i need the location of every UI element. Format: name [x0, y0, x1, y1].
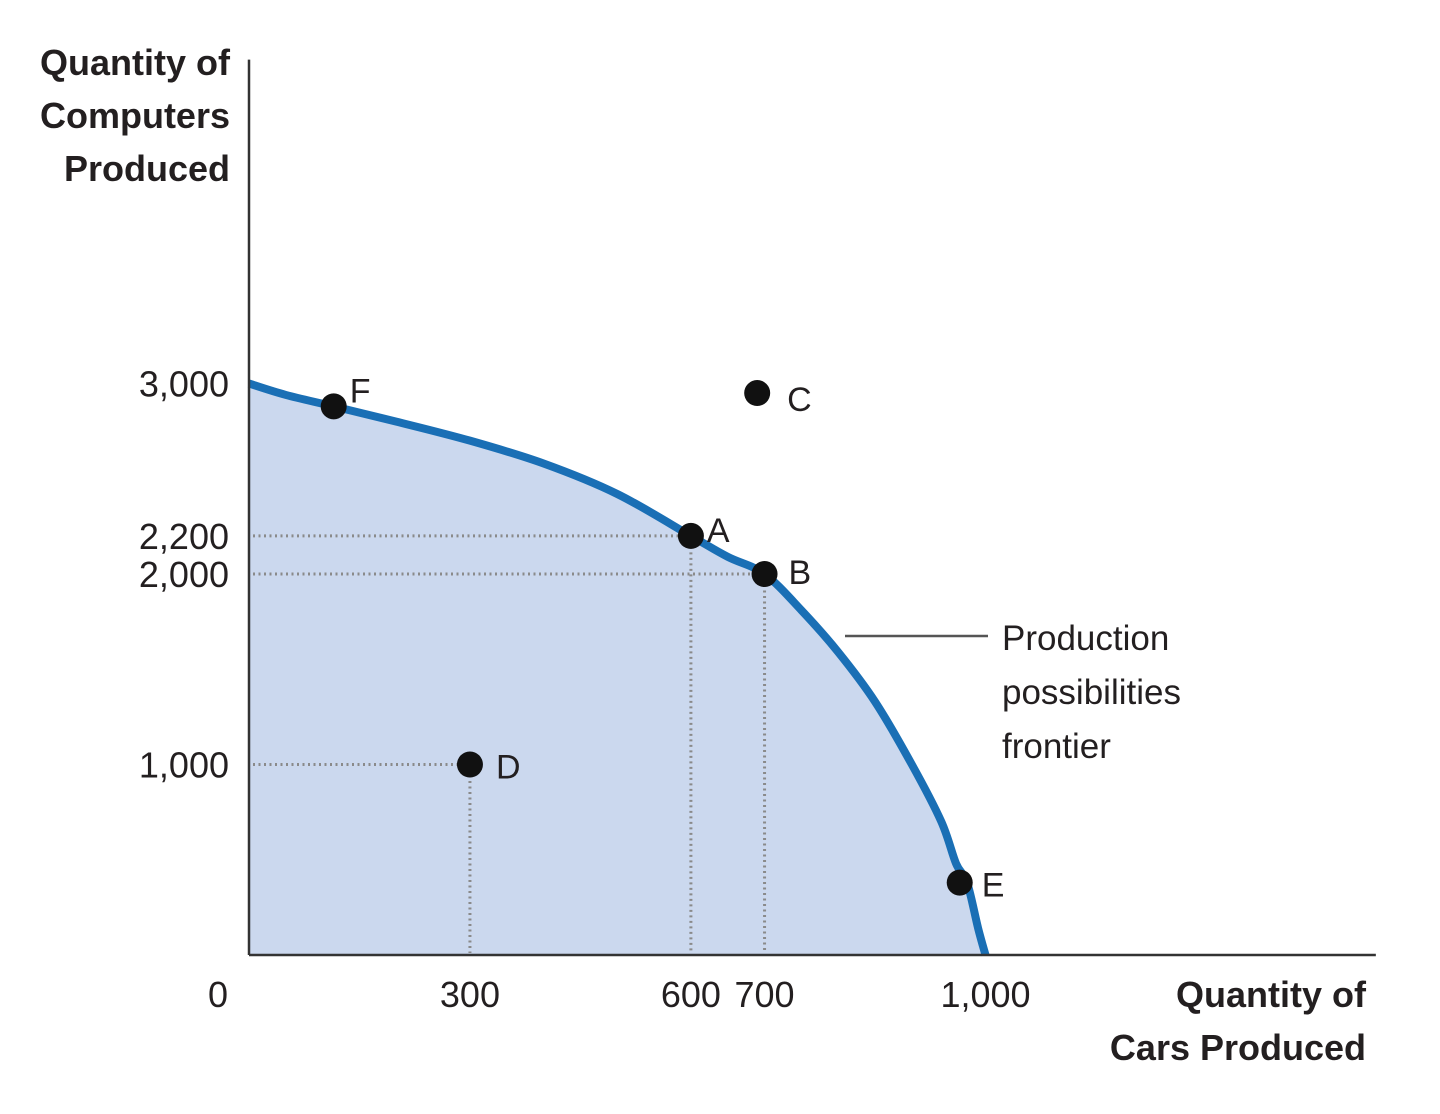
- data-points: A B C D E F: [320, 372, 1005, 905]
- point-label-B: B: [789, 554, 812, 592]
- point-label-F: F: [350, 372, 371, 410]
- point-B: [751, 561, 778, 587]
- y-tick-label: 3,000: [139, 364, 229, 405]
- point-F: [320, 393, 347, 420]
- frontier-annotation: Production possibilities frontier: [1002, 619, 1181, 766]
- dotted-guide-lines: [253, 534, 767, 953]
- y-tick-label: 2,000: [139, 554, 229, 595]
- x-tick-label: 700: [735, 974, 795, 1015]
- feasible-region-area: [249, 383, 986, 955]
- x-tick-label: 300: [440, 974, 500, 1015]
- point-E: [946, 869, 973, 896]
- point-label-C: C: [787, 381, 812, 419]
- y-tick-label: 1,000: [139, 745, 229, 786]
- x-tick-label: 600: [661, 974, 721, 1015]
- x-axis-title: Quantity of Cars Produced: [1109, 974, 1366, 1068]
- point-label-D: D: [496, 749, 521, 787]
- y-axis-title: Quantity of Computers Produced: [39, 42, 230, 189]
- point-label-A: A: [707, 512, 730, 550]
- point-D: [456, 751, 483, 778]
- y-tick-label: 2,200: [139, 516, 229, 557]
- point-C: [744, 380, 771, 407]
- origin-label: 0: [208, 974, 228, 1015]
- point-label-E: E: [982, 867, 1005, 905]
- x-tick-label: 1,000: [940, 974, 1030, 1015]
- point-A: [677, 522, 704, 549]
